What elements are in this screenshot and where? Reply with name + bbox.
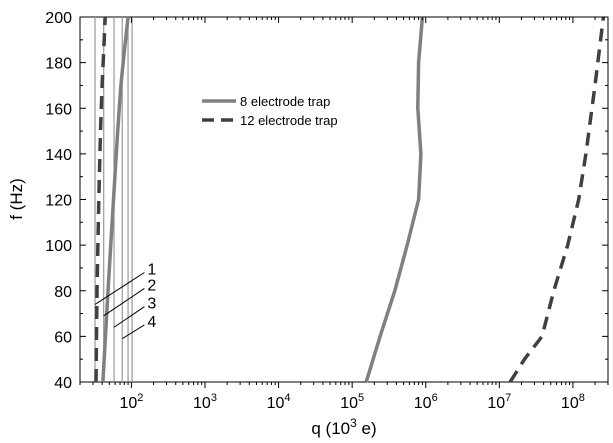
annotation-label-2: 2 — [147, 277, 156, 294]
legend-label-8-electrode: 8 electrode trap — [240, 94, 330, 109]
y-tick-label-7: 160 — [45, 101, 72, 118]
x-tick-label-6: 107 — [487, 392, 511, 412]
y-tick-label-9: 200 — [45, 10, 72, 27]
y-tick-label-2: 60 — [54, 329, 72, 346]
x-tick-label-2: 103 — [193, 392, 217, 412]
annotation-label-3: 3 — [147, 296, 156, 313]
y-tick-label-1: 40 — [54, 375, 72, 392]
series-1-curve-2 — [364, 16, 425, 383]
y-axis: 40 60 80 100 120 140 160 180 200 — [45, 10, 608, 392]
series-2-curve-2 — [508, 16, 606, 383]
x-axis: 102 103 104 105 106 107 108 — [79, 17, 609, 412]
annotations: 12 34 — [94, 262, 156, 340]
y-tick-label-8: 180 — [45, 56, 72, 73]
annotation-leader-2 — [103, 288, 145, 317]
annotation-leader-4 — [121, 324, 145, 340]
y-tick-label-6: 140 — [45, 147, 72, 164]
x-tick-label-1: 102 — [119, 392, 143, 412]
legend: 8 electrode trap 12 electrode trap — [202, 94, 338, 128]
y-tick-label-5: 120 — [45, 193, 72, 210]
annotation-leader-3 — [113, 306, 145, 328]
x-tick-label-3: 104 — [267, 392, 291, 412]
y-axis-label: f (Hz) — [7, 178, 26, 220]
annotation-leader-1 — [94, 272, 145, 305]
series-1-curve-1 — [101, 16, 130, 383]
series-layer — [94, 16, 606, 383]
y-tick-label-4: 100 — [45, 238, 72, 255]
y-tick-label-3: 80 — [54, 284, 72, 301]
annotation-label-1: 1 — [147, 262, 156, 279]
x-tick-label-4: 105 — [340, 392, 364, 412]
series-2-curve-1 — [94, 16, 107, 383]
annotation-label-4: 4 — [147, 314, 156, 331]
legend-label-12-electrode: 12 electrode trap — [240, 113, 338, 128]
plot-frame — [79, 16, 609, 383]
x-tick-label-5: 106 — [414, 392, 438, 412]
x-axis-label: q (103 e) — [311, 416, 376, 438]
x-tick-label-7: 108 — [561, 392, 585, 412]
